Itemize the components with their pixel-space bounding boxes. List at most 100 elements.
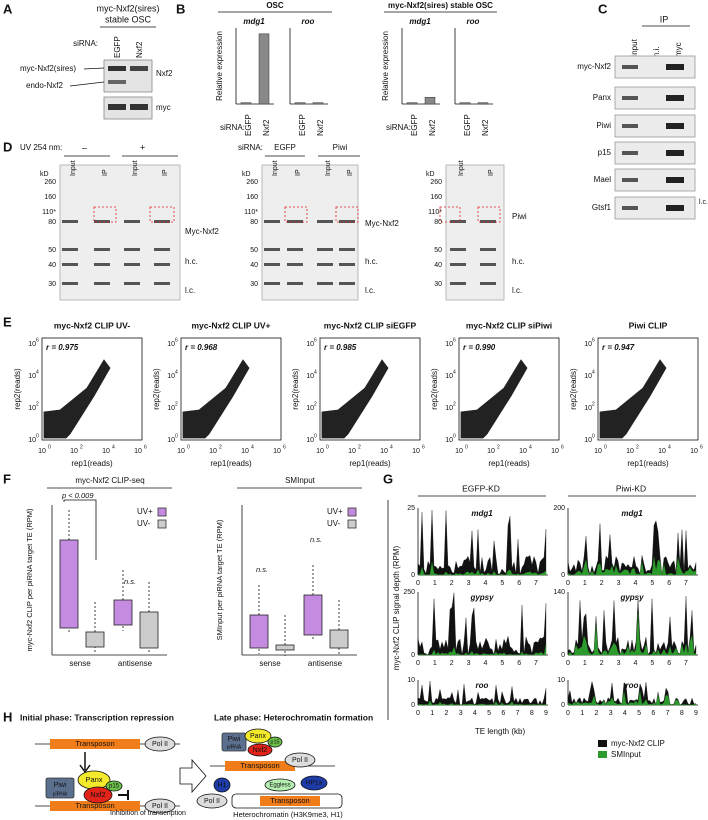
tick-exponent: 0: [314, 433, 317, 439]
highlight: [335, 206, 359, 223]
bar: [294, 102, 306, 105]
lane-label: Input: [630, 38, 639, 57]
label: H1: [218, 782, 227, 789]
tick-label: 10: [584, 437, 592, 444]
legend-swatch: [347, 519, 357, 529]
band: [62, 282, 78, 285]
band: [317, 263, 333, 266]
tick-exponent: 4: [668, 444, 671, 450]
label: myc-Nxf2(sires) stable OSC: [388, 1, 493, 10]
marker-label: 110*: [42, 209, 56, 216]
label: Late phase: Heterochromatin formation: [214, 712, 373, 722]
label: r = 0.975: [46, 343, 79, 352]
tick-label: 1: [580, 710, 584, 717]
tick-label: 6: [667, 660, 671, 667]
lane-label: n.i.: [652, 46, 661, 57]
axis-label: Relative expression: [215, 31, 224, 101]
tick-exponent: 0: [175, 433, 178, 439]
label: antisense: [308, 659, 343, 668]
label: Piwi: [54, 782, 67, 789]
shape: [244, 728, 272, 744]
tick-label: 9: [694, 710, 698, 717]
tick-label: 10: [102, 448, 110, 455]
bar: [424, 97, 436, 105]
lane-label: Input: [325, 160, 332, 176]
lane-label: EGFP: [113, 36, 122, 58]
tick-label: 1: [430, 710, 434, 717]
lane-label: Nxf2: [135, 41, 144, 58]
gene-label: mdg1: [621, 509, 643, 518]
tick-label: 10: [407, 677, 415, 684]
label: +: [140, 142, 145, 152]
label: Nxf2: [253, 747, 268, 754]
label: SMInput: [285, 476, 316, 485]
tick-label: 5: [637, 710, 641, 717]
shape: [267, 736, 283, 748]
tick-label: 10: [348, 448, 356, 455]
label: r = 0.968: [185, 343, 218, 352]
tick-label: 4: [633, 580, 637, 587]
box: [59, 539, 79, 629]
label: Panx: [85, 775, 102, 784]
tick-label: 10: [551, 448, 559, 455]
box: [303, 594, 323, 636]
gene-label: roo: [626, 681, 639, 690]
band: [108, 104, 126, 110]
label: myc: [156, 103, 171, 112]
tick-exponent: 6: [175, 337, 178, 343]
label: initiation? or elongation?: [110, 817, 112, 818]
panel-letter: F: [3, 471, 11, 486]
lane-label: myc: [674, 42, 683, 57]
tick-label: 10: [28, 405, 36, 412]
label: Transposon: [240, 761, 279, 770]
gene-label: mdg1: [243, 17, 265, 26]
plot-frame: [319, 337, 421, 441]
band: [666, 205, 684, 211]
signal-track: [417, 644, 547, 656]
tick-label: 10: [28, 373, 36, 380]
label: Piwi: [512, 212, 527, 221]
lane-label: EGFP: [298, 114, 307, 136]
point-cloud: [43, 359, 111, 439]
tick-label: 7: [666, 710, 670, 717]
band: [339, 263, 355, 266]
label: UV+: [327, 507, 343, 516]
bar: [240, 102, 252, 105]
band: [94, 263, 110, 266]
label: Piwi: [596, 121, 611, 130]
marker-label: 30: [434, 281, 442, 288]
band: [622, 96, 638, 100]
tick-exponent: 4: [453, 369, 456, 375]
label: l.c.: [699, 199, 708, 206]
band: [62, 220, 78, 223]
blot: [614, 196, 696, 220]
tick-label: 10: [455, 448, 463, 455]
tick-label: 10: [626, 448, 634, 455]
box: [329, 629, 349, 649]
tick-exponent: 0: [453, 433, 456, 439]
tick-label: 1: [433, 660, 437, 667]
tick-label: 10: [594, 448, 602, 455]
tick-label: 10: [412, 448, 420, 455]
box: [139, 611, 159, 649]
tick-label: 10: [28, 437, 36, 444]
label: Myc-Nxf2: [185, 227, 219, 236]
label: siRNA:: [220, 123, 245, 132]
panel-letter: E: [3, 314, 12, 329]
tick-label: 8: [680, 710, 684, 717]
label: n.s.: [256, 565, 268, 574]
tick-label: 4: [483, 580, 487, 587]
plot-title: Piwi CLIP: [629, 320, 668, 330]
tick-label: 5: [487, 710, 491, 717]
tick-label: 0: [416, 710, 420, 717]
axis-label: myc-Nxf2 CLIP signal depth (RPM): [392, 546, 401, 671]
band: [154, 263, 170, 266]
band: [264, 248, 280, 251]
box: [275, 644, 295, 651]
label: antisense: [118, 659, 153, 668]
tick-label: 7: [684, 660, 688, 667]
marker-label: 40: [250, 262, 258, 269]
tick-label: 10: [167, 341, 175, 348]
label: –: [82, 142, 87, 152]
tick-exponent: 4: [529, 444, 532, 450]
